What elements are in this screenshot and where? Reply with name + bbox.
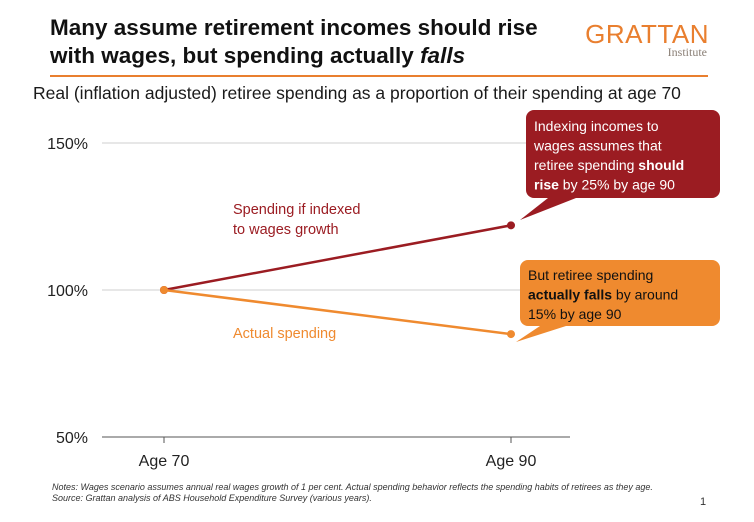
title-line-1: Many assume retirement incomes should ri… xyxy=(50,15,538,40)
source-text: Source: Grattan analysis of ABS Househol… xyxy=(52,493,372,503)
annotation-pointer xyxy=(516,326,566,342)
x-tick-label: Age 70 xyxy=(139,453,190,470)
y-tick-label: 150% xyxy=(47,136,88,153)
header-divider xyxy=(50,75,708,77)
chart-subtitle: Real (inflation adjusted) retiree spendi… xyxy=(33,83,681,103)
annotation-text: But retiree spending xyxy=(528,267,653,283)
chart-notes: Notes: Wages scenario assumes annual rea… xyxy=(52,482,692,504)
series-label: Spending if indexed xyxy=(233,202,360,218)
title-emphasis: falls xyxy=(420,43,466,68)
notes-text: Notes: Wages scenario assumes annual rea… xyxy=(52,482,653,492)
y-tick-label: 50% xyxy=(56,430,88,447)
annotation-text: wages assumes that xyxy=(533,138,662,154)
annotation-text: 15% by age 90 xyxy=(528,306,622,322)
x-tick-label: Age 90 xyxy=(486,453,537,470)
annotation-pointer xyxy=(520,198,576,220)
annotation-box xyxy=(520,260,720,326)
y-tick-label: 100% xyxy=(47,283,88,300)
annotation-text: retiree spending should xyxy=(534,157,684,173)
data-point xyxy=(507,221,515,230)
series-label: to wages growth xyxy=(233,222,339,238)
data-point xyxy=(507,330,515,339)
annotation-text: actually falls by around xyxy=(528,287,678,303)
annotation-text: Indexing incomes to xyxy=(534,118,659,134)
annotation-box xyxy=(526,110,720,198)
series-label: Actual spending xyxy=(233,326,336,342)
data-point xyxy=(160,286,168,294)
chart-title: Many assume retirement incomes should ri… xyxy=(50,14,590,70)
logo-wordmark: GRATTAN xyxy=(585,19,709,49)
logo-subtext: Institute xyxy=(667,45,707,59)
series-line xyxy=(163,224,512,292)
title-line-2: with wages, but spending actually xyxy=(50,43,421,68)
page-number: 1 xyxy=(700,496,707,508)
series-line xyxy=(163,288,512,336)
annotation-text: rise by 25% by age 90 xyxy=(534,177,675,193)
grattan-logo: GRATTAN Institute xyxy=(585,20,709,60)
